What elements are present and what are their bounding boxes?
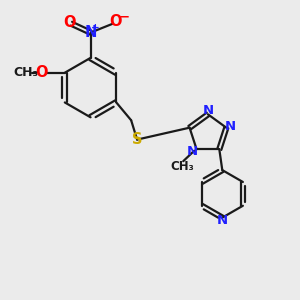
Text: O: O <box>64 15 76 30</box>
Text: N: N <box>84 25 97 40</box>
Text: −: − <box>118 11 129 24</box>
Text: +: + <box>91 22 100 32</box>
Text: S: S <box>132 132 142 147</box>
Text: O: O <box>110 14 122 29</box>
Text: CH₃: CH₃ <box>13 66 38 79</box>
Text: N: N <box>217 214 228 226</box>
Text: CH₃: CH₃ <box>171 160 194 173</box>
Text: N: N <box>202 104 214 117</box>
Text: N: N <box>225 120 236 133</box>
Text: O: O <box>35 65 47 80</box>
Text: N: N <box>187 145 198 158</box>
